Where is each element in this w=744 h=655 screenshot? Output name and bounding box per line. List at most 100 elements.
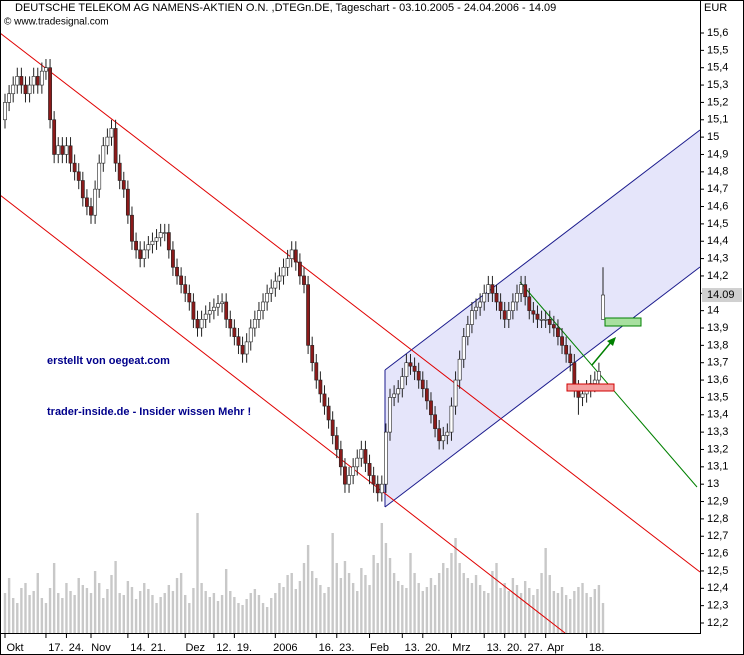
candle-body <box>371 475 376 485</box>
candle-body <box>363 449 368 464</box>
volume-bar <box>167 585 171 633</box>
candle-body <box>355 457 360 468</box>
candle-body <box>306 284 310 346</box>
candle-body <box>535 313 540 320</box>
volume-bar <box>450 553 453 633</box>
volume-bar <box>528 588 531 633</box>
volume-bar <box>319 585 322 633</box>
candle-body <box>408 362 413 367</box>
volume-bar <box>544 548 547 633</box>
candle-body <box>343 466 347 485</box>
volume-bar <box>118 593 121 633</box>
candle-body <box>490 284 495 294</box>
volume-bar <box>573 591 576 633</box>
y-tick-label: 15,5 <box>707 44 728 56</box>
volume-bar <box>265 607 269 633</box>
y-tick-label: 15,6 <box>707 27 728 39</box>
volume-bar <box>323 593 326 633</box>
candle-body <box>130 214 134 242</box>
candle-body <box>601 294 605 320</box>
candle-body <box>470 310 474 325</box>
candle-body <box>379 483 384 494</box>
volume-bar <box>356 591 359 633</box>
volume-bar <box>413 573 416 633</box>
y-tick-label: 13,8 <box>707 339 728 351</box>
volume-bar <box>294 589 298 633</box>
volume-bar <box>220 595 224 633</box>
candle-body <box>597 371 601 381</box>
volume-bar <box>52 563 56 633</box>
arrow-head <box>607 337 616 346</box>
candle-body <box>351 466 356 476</box>
volume-bar <box>253 589 257 633</box>
axis-layer: 15,6 15,5 15,4 15,3 15,2 15,1 15 14,9 14,8 14,7 14… <box>4 27 742 654</box>
volume-bar <box>409 553 412 633</box>
candle-body <box>531 310 536 315</box>
y-tick-label: 14,4 <box>707 235 728 247</box>
volume-bar <box>560 587 564 633</box>
volume-bar <box>421 591 424 633</box>
volume-bar <box>282 587 285 633</box>
candle-body <box>293 249 298 263</box>
y-tick-label: 12,3 <box>707 600 728 612</box>
candle-body <box>240 345 245 355</box>
candle-body <box>27 84 32 95</box>
candle-body <box>449 405 454 433</box>
candle-body <box>150 240 155 246</box>
candle-body <box>236 336 241 346</box>
volume-bar <box>261 603 265 633</box>
candle-body <box>474 306 478 311</box>
candle-body <box>85 197 89 207</box>
annotation: erstellt von oegeat.com <box>47 355 170 367</box>
y-tick-label: 13,5 <box>707 391 728 403</box>
volume-bar <box>106 589 109 633</box>
volume-bar <box>77 578 80 633</box>
volume-bar <box>196 513 199 633</box>
candle-body <box>404 362 409 377</box>
candle-body <box>23 84 28 95</box>
candle-body <box>445 431 450 436</box>
candle-body <box>367 463 372 476</box>
y-tick-label: 12,7 <box>707 530 728 542</box>
y-tick-label: 13,7 <box>707 357 728 369</box>
x-tick-label: 20. <box>507 642 522 654</box>
volume-bar <box>601 603 605 633</box>
volume-bar <box>110 575 113 633</box>
volume-bar <box>85 588 89 633</box>
volume-bar <box>511 578 515 633</box>
volume-bar <box>417 583 420 633</box>
volume-bar <box>499 588 502 633</box>
candle-body <box>80 180 85 199</box>
chart-title: DEUTSCHE TELEKOM AG NAMENS-AKTIEN O.N. ,… <box>15 2 556 14</box>
x-tick-label: 2006 <box>273 642 297 654</box>
candle-body <box>3 102 7 121</box>
volume-bar <box>89 593 93 633</box>
volume-bar <box>249 593 252 633</box>
volume-bar <box>331 533 334 633</box>
candle-body <box>175 266 179 277</box>
y-tick-label: 14,5 <box>707 218 728 230</box>
volume-bar <box>372 555 375 633</box>
volume-bar <box>257 595 261 633</box>
volume-bar <box>114 561 117 633</box>
volume-bar <box>523 581 527 633</box>
x-tick-label: Nov <box>91 642 111 654</box>
volume-bar <box>61 598 64 633</box>
candle-body <box>326 405 331 421</box>
volume-bar <box>503 583 506 633</box>
volume-bar <box>134 599 138 633</box>
candle-body <box>437 428 442 442</box>
volume-bar <box>495 563 498 633</box>
candle-body <box>568 353 573 364</box>
candle-body <box>113 128 118 164</box>
candle-body <box>203 313 208 320</box>
volume-bar <box>462 573 465 633</box>
volume-bar <box>454 538 457 633</box>
volume-bar <box>151 595 154 633</box>
volume-bar <box>388 558 392 633</box>
volume-bar <box>229 591 232 633</box>
y-tick-label: 14,6 <box>707 200 728 212</box>
candle-body <box>158 232 163 239</box>
last-price-label: 14.09 <box>707 289 735 301</box>
